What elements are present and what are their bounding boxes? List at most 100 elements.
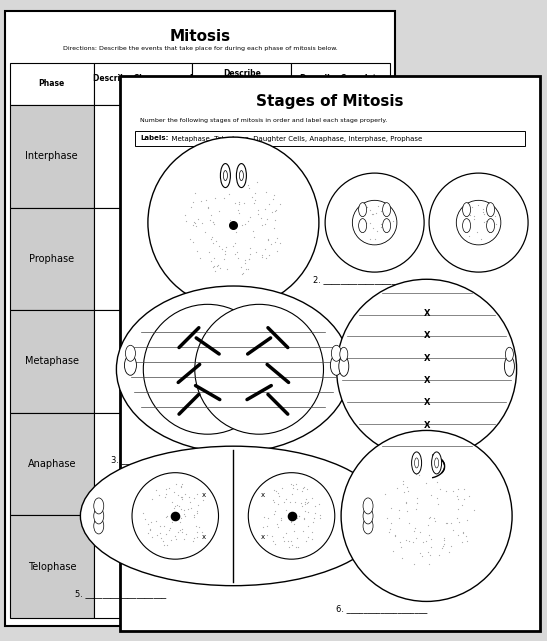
Point bbox=[191, 187, 200, 197]
Point bbox=[247, 192, 256, 202]
Point bbox=[270, 222, 279, 233]
Bar bbox=[10, 63, 94, 105]
Point bbox=[178, 524, 187, 534]
Point bbox=[310, 513, 318, 524]
Point bbox=[224, 189, 233, 199]
Point bbox=[220, 246, 229, 256]
Point bbox=[453, 485, 462, 495]
Point bbox=[257, 213, 265, 223]
Point bbox=[426, 550, 434, 560]
Point bbox=[211, 194, 219, 204]
Point bbox=[478, 207, 487, 217]
Point bbox=[207, 255, 216, 265]
Point bbox=[181, 512, 189, 522]
Point bbox=[156, 528, 165, 538]
Point bbox=[267, 530, 276, 540]
Point bbox=[416, 528, 424, 538]
Ellipse shape bbox=[415, 458, 418, 468]
Point bbox=[237, 221, 246, 231]
Ellipse shape bbox=[195, 304, 323, 434]
Point bbox=[385, 527, 394, 537]
Point bbox=[209, 238, 218, 248]
Point bbox=[465, 223, 474, 233]
Point bbox=[197, 196, 206, 206]
Point bbox=[198, 495, 207, 505]
Point bbox=[369, 209, 377, 219]
Point bbox=[480, 217, 489, 228]
Bar bbox=[193, 310, 291, 413]
Point bbox=[271, 206, 280, 216]
Point bbox=[362, 217, 370, 228]
Point bbox=[301, 494, 310, 504]
Text: Stages of Mitosis: Stages of Mitosis bbox=[256, 94, 404, 109]
Point bbox=[258, 522, 267, 532]
Point bbox=[181, 210, 189, 220]
Text: X: X bbox=[423, 376, 430, 385]
Bar bbox=[193, 208, 291, 310]
Point bbox=[144, 528, 153, 538]
Point bbox=[283, 536, 292, 546]
Point bbox=[316, 510, 325, 520]
Text: Number the following stages of mitosis in order and label each stage properly.: Number the following stages of mitosis i… bbox=[140, 118, 387, 123]
Point bbox=[287, 536, 295, 546]
Point bbox=[245, 249, 254, 259]
Point bbox=[281, 494, 290, 504]
Point bbox=[243, 180, 252, 190]
Point bbox=[290, 526, 299, 536]
Point bbox=[404, 518, 413, 528]
Point bbox=[263, 235, 272, 245]
Point bbox=[390, 531, 399, 542]
Point bbox=[300, 513, 309, 524]
Point bbox=[385, 524, 394, 534]
Point bbox=[246, 243, 255, 253]
Point bbox=[216, 172, 224, 182]
Point bbox=[241, 254, 249, 265]
Point bbox=[211, 266, 220, 276]
Point bbox=[240, 175, 248, 185]
Point bbox=[366, 234, 375, 244]
Point bbox=[300, 497, 309, 507]
Point bbox=[162, 511, 171, 521]
Point bbox=[415, 548, 424, 558]
Point bbox=[212, 260, 221, 271]
Point bbox=[229, 219, 238, 229]
Point bbox=[177, 492, 186, 502]
Point bbox=[274, 488, 282, 498]
Point bbox=[286, 497, 295, 508]
Point bbox=[231, 238, 240, 249]
Point bbox=[469, 211, 478, 221]
Point bbox=[258, 220, 266, 230]
Ellipse shape bbox=[132, 472, 218, 559]
Point bbox=[157, 533, 166, 543]
Text: Metaphase, Telophase, Daughter Cells, Anaphase, Interphase, Prophase: Metaphase, Telophase, Daughter Cells, An… bbox=[167, 135, 422, 142]
Text: Labels:: Labels: bbox=[140, 135, 168, 142]
Point bbox=[189, 220, 197, 230]
Point bbox=[438, 544, 446, 554]
Point bbox=[270, 497, 278, 507]
Point bbox=[294, 542, 302, 552]
Point bbox=[287, 511, 296, 521]
Point bbox=[155, 521, 164, 531]
Point bbox=[386, 517, 395, 528]
Point bbox=[269, 194, 278, 204]
Point bbox=[189, 217, 198, 228]
Point bbox=[171, 511, 179, 521]
Point bbox=[276, 238, 285, 249]
Point bbox=[274, 522, 283, 532]
Point bbox=[161, 528, 170, 538]
Point bbox=[272, 246, 281, 256]
Point bbox=[400, 487, 409, 497]
Point bbox=[272, 519, 281, 529]
Point bbox=[436, 484, 445, 494]
Point bbox=[152, 485, 160, 495]
Point bbox=[193, 532, 201, 542]
Point bbox=[275, 199, 284, 209]
Point bbox=[251, 188, 259, 198]
Point bbox=[206, 210, 215, 220]
Point bbox=[234, 205, 242, 215]
Point bbox=[388, 216, 397, 226]
Point bbox=[397, 542, 405, 552]
Point bbox=[290, 519, 299, 529]
Point bbox=[411, 504, 420, 515]
Bar bbox=[291, 310, 390, 413]
